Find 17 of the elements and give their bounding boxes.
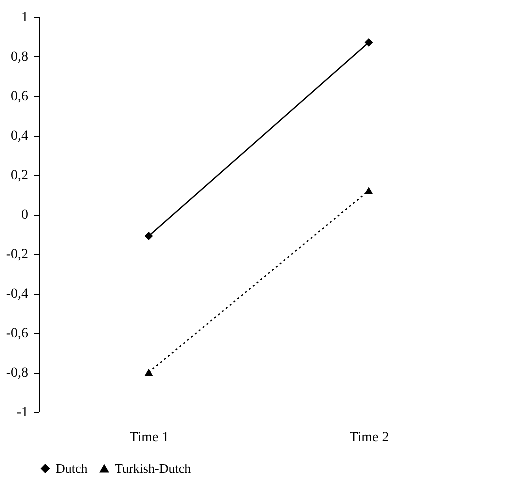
y-tick-label: -0,8 bbox=[6, 366, 28, 381]
legend-label: Dutch bbox=[56, 460, 88, 476]
y-tick-label: -0,6 bbox=[6, 326, 28, 342]
y-tick-label: 0,2 bbox=[11, 168, 28, 184]
y-tick-label: 0 bbox=[22, 208, 28, 223]
y-tick-label: -1 bbox=[16, 406, 28, 420]
y-tick-label: 0,8 bbox=[11, 50, 28, 65]
y-tick-label: -0,4 bbox=[6, 287, 28, 302]
point bbox=[364, 38, 374, 47]
x-tick-label: Time 2 bbox=[350, 430, 390, 446]
y-tick-label: 0,6 bbox=[11, 90, 28, 104]
x-tick-label: Time 1 bbox=[130, 430, 170, 446]
y-tick-label: -0,2 bbox=[6, 248, 28, 262]
y-tick-label: 1 bbox=[22, 10, 28, 26]
y-tick-label: 0,4 bbox=[11, 129, 28, 144]
legend-label: Turkish-Dutch bbox=[115, 460, 192, 476]
point bbox=[144, 232, 154, 240]
